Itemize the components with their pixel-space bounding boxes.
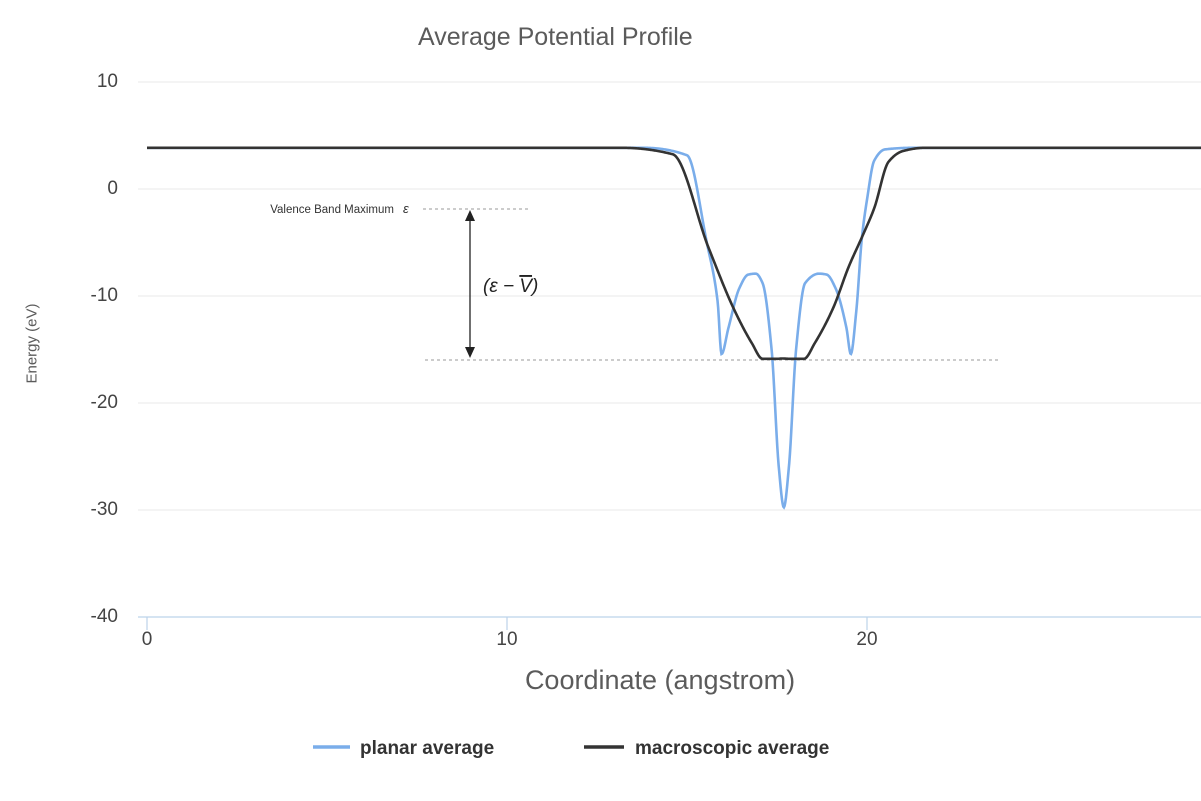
svg-text:planar average: planar average	[360, 738, 494, 759]
svg-text:macroscopic average: macroscopic average	[635, 738, 829, 759]
